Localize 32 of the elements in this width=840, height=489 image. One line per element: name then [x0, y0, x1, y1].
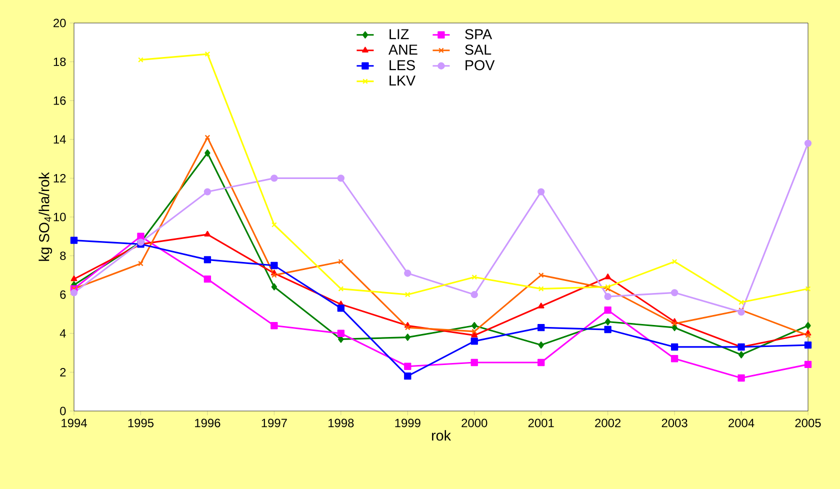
legend-label: SPA — [465, 29, 492, 40]
y-tick-label: 4 — [60, 329, 66, 338]
x-tick-label: 1997 — [262, 418, 287, 428]
y-axis-title: kg SO$_{4}$/ha/rok — [38, 172, 52, 261]
legend-label: SAL — [465, 44, 492, 55]
x-tick-label: 2000 — [462, 418, 488, 428]
legend-label: ANE — [388, 44, 418, 55]
y-tick-label: 12 — [54, 174, 66, 182]
y-tick-label: 14 — [54, 135, 66, 144]
y-tick-label: 20 — [54, 18, 66, 28]
legend-label: LKV — [390, 76, 416, 86]
y-tick-label: 8 — [60, 252, 66, 260]
x-tick-label: 2004 — [728, 418, 754, 428]
legend-label: LIZ — [390, 29, 409, 40]
x-tick-label: 2001 — [528, 418, 554, 428]
x-tick-label: 1995 — [128, 418, 154, 428]
y-tick-label: 0 — [60, 406, 66, 416]
x-tick-label: 1996 — [195, 418, 220, 428]
y-tick-label: 6 — [60, 290, 66, 299]
x-tick-label: 1998 — [328, 418, 354, 428]
x-tick-label: 1994 — [62, 418, 87, 428]
y-tick-label: 16 — [54, 96, 66, 105]
legend-label: POV — [466, 60, 495, 70]
x-axis-title: rok — [432, 430, 451, 441]
y-tick-label: 2 — [60, 368, 66, 376]
x-tick-label: 2003 — [662, 418, 688, 428]
y-tick-label: 10 — [54, 212, 66, 222]
x-tick-label: 2002 — [595, 418, 621, 428]
y-tick-label: 18 — [54, 58, 66, 66]
x-tick-label: 1999 — [395, 418, 420, 428]
x-tick-label: 2005 — [795, 418, 821, 428]
legend-label: LES — [390, 60, 415, 70]
